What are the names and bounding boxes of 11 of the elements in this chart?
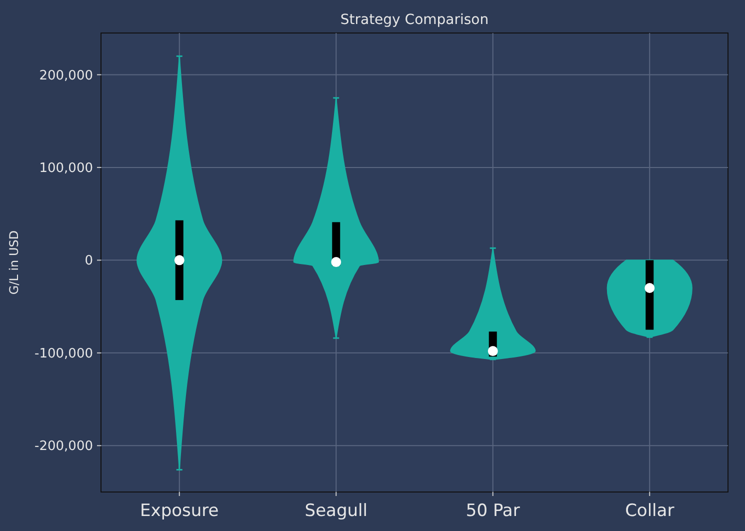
y-tick-label: 200,000 bbox=[39, 68, 93, 84]
y-axis-title: G/L in USD bbox=[7, 230, 21, 295]
y-tick-label: -100,000 bbox=[34, 346, 93, 362]
x-tick-label: Exposure bbox=[140, 501, 219, 521]
chart-title: Strategy Comparison bbox=[340, 12, 489, 28]
x-tick-label: Seagull bbox=[304, 501, 368, 521]
x-tick-label: 50 Par bbox=[466, 501, 520, 521]
y-tick-label: -200,000 bbox=[34, 439, 93, 454]
y-tick-label: 0 bbox=[84, 254, 93, 269]
y-tick-label: 100,000 bbox=[39, 161, 93, 176]
x-tick-label: Collar bbox=[625, 501, 674, 521]
